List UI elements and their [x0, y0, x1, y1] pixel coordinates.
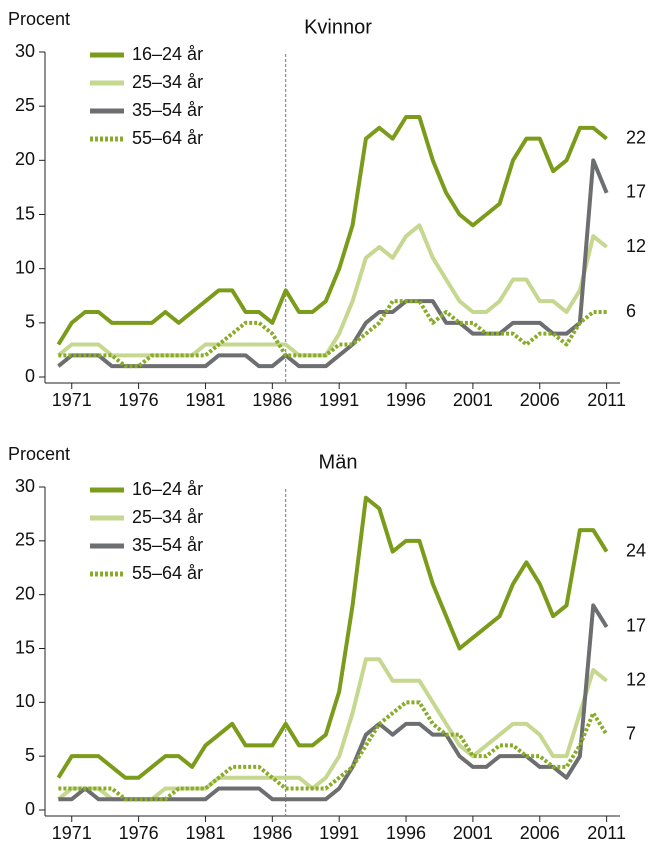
- y-tick-label: 20: [15, 583, 35, 603]
- y-tick-label: 5: [25, 745, 35, 765]
- x-tick-label: 1971: [52, 823, 92, 843]
- legend-label: 55–64 år: [132, 128, 203, 148]
- panel-title: Män: [319, 451, 358, 473]
- y-tick-label: 0: [25, 799, 35, 819]
- end-label: 24: [626, 540, 646, 560]
- end-label: 17: [626, 182, 646, 202]
- x-tick-label: 1991: [319, 390, 359, 410]
- y-tick-label: 0: [25, 366, 35, 386]
- x-tick-label: 2001: [453, 390, 493, 410]
- legend-label: 35–54 år: [132, 100, 203, 120]
- series-line: [57, 158, 609, 369]
- x-tick-label: 2011: [587, 390, 626, 410]
- x-tick-label: 1981: [185, 390, 225, 410]
- y-tick-label: 15: [15, 203, 35, 223]
- end-label: 22: [626, 127, 646, 147]
- legend-label: 16–24 år: [132, 44, 203, 64]
- x-tick-label: 2011: [587, 823, 626, 843]
- series-line: [58, 700, 609, 802]
- series-line: [56, 115, 608, 346]
- y-tick-label: 10: [15, 257, 35, 277]
- y-tick-label: 30: [15, 41, 35, 61]
- end-label: 6: [626, 301, 636, 321]
- legend-label: 55–64 år: [132, 563, 203, 583]
- x-tick-label: 1971: [52, 390, 92, 410]
- end-label: 12: [626, 236, 646, 256]
- x-tick-label: 1996: [386, 390, 426, 410]
- y-tick-label: 10: [15, 691, 35, 711]
- x-tick-label: 1981: [185, 823, 225, 843]
- x-tick-label: 1976: [119, 823, 159, 843]
- series-line: [57, 223, 608, 358]
- y-axis-label: Procent: [8, 444, 70, 464]
- x-tick-label: 2006: [520, 823, 560, 843]
- panel-title: Kvinnor: [304, 16, 372, 38]
- y-tick-label: 5: [25, 312, 35, 332]
- x-tick-label: 1986: [252, 823, 292, 843]
- x-tick-label: 1986: [252, 390, 292, 410]
- x-tick-label: 1976: [119, 390, 159, 410]
- y-tick-label: 15: [15, 637, 35, 657]
- y-axis-label: Procent: [8, 9, 70, 29]
- end-label: 17: [626, 616, 646, 636]
- series-line: [58, 299, 607, 369]
- x-tick-label: 2001: [453, 823, 493, 843]
- y-tick-label: 30: [15, 476, 35, 496]
- legend-label: 35–54 år: [132, 535, 203, 555]
- y-tick-label: 20: [15, 149, 35, 169]
- y-tick-label: 25: [15, 95, 35, 115]
- x-tick-label: 2006: [520, 390, 560, 410]
- legend-label: 16–24 år: [132, 479, 203, 499]
- x-tick-label: 1991: [319, 823, 359, 843]
- x-tick-label: 1996: [386, 823, 426, 843]
- end-label: 7: [626, 723, 636, 743]
- end-label: 12: [626, 670, 646, 690]
- legend-label: 25–34 år: [132, 507, 203, 527]
- legend-label: 25–34 år: [132, 72, 203, 92]
- series-line: [56, 495, 609, 780]
- y-tick-label: 25: [15, 530, 35, 550]
